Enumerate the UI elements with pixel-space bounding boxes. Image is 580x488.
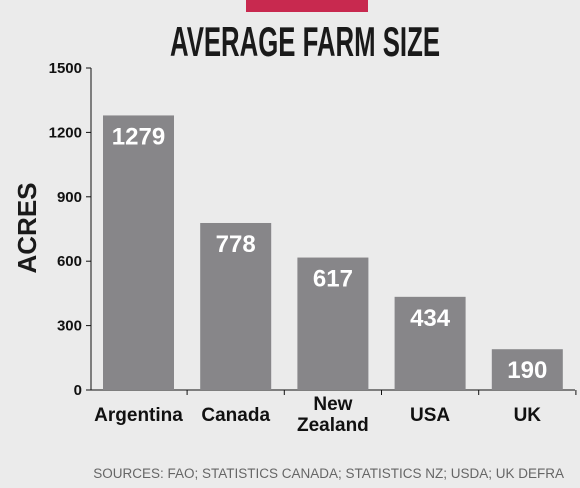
y-axis-label: ACRES bbox=[12, 182, 42, 273]
source-note: SOURCES: FAO; STATISTICS CANADA; STATIST… bbox=[93, 466, 564, 481]
bar bbox=[394, 296, 466, 390]
bar-data-label: 434 bbox=[410, 305, 451, 332]
x-category-label: USA bbox=[410, 405, 450, 426]
y-tick-label: 300 bbox=[57, 318, 82, 335]
bar-data-label: 1279 bbox=[112, 123, 165, 150]
title-accent-bar bbox=[246, 0, 368, 12]
x-category-label: Zealand bbox=[297, 415, 369, 436]
y-tick-label: 0 bbox=[74, 382, 82, 399]
bar bbox=[491, 349, 563, 390]
bar-data-label: 190 bbox=[507, 357, 547, 384]
y-tick-label: 600 bbox=[57, 253, 82, 270]
x-category-label: New bbox=[313, 394, 352, 415]
bar-data-label: 617 bbox=[313, 266, 353, 293]
x-category-label: UK bbox=[514, 405, 542, 426]
x-category-label: Canada bbox=[201, 405, 270, 426]
y-tick-label: 900 bbox=[57, 189, 82, 206]
bar bbox=[200, 222, 272, 390]
plot-area: 0 300 600 900 1200 1500 1279 Argentina 778 Canada… bbox=[49, 60, 577, 436]
x-category-label: Argentina bbox=[94, 405, 183, 426]
bar-data-label: 778 bbox=[216, 231, 256, 258]
chart-title: AVERAGE FARM SIZE bbox=[170, 18, 440, 65]
y-tick-label: 1500 bbox=[49, 60, 82, 77]
y-tick-label: 1200 bbox=[49, 124, 82, 141]
bar bbox=[103, 115, 174, 390]
bar bbox=[297, 257, 369, 390]
